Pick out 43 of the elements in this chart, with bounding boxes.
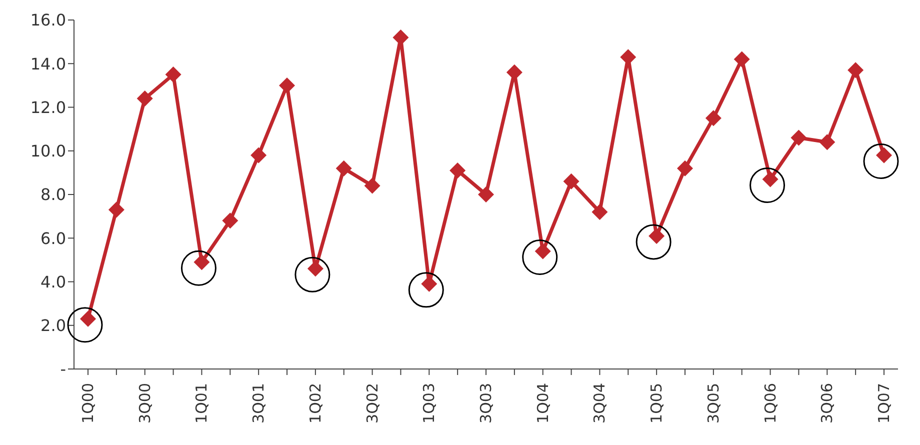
x-tick-label: 3Q03: [477, 383, 495, 424]
x-tick-label: 1Q05: [648, 383, 666, 424]
point: [250, 147, 267, 164]
x-tick-label: 1Q07: [875, 383, 893, 424]
point: [392, 29, 409, 46]
point: [364, 178, 380, 194]
y-tick-label: 12.0: [30, 98, 66, 117]
y-tick-label: 8.0: [40, 185, 66, 204]
x-tick-label: 3Q06: [818, 383, 836, 424]
point: [136, 90, 153, 107]
x-tick-label: 3Q05: [704, 383, 722, 424]
y-tick-label: 16.0: [30, 10, 66, 30]
y-tick-label: 14.0: [30, 54, 66, 74]
x-tick-label: 3Q02: [363, 383, 382, 424]
x-tick-label: 1Q06: [761, 383, 780, 424]
point: [592, 204, 608, 220]
y-tick-label: 4.0: [40, 272, 66, 292]
point: [450, 162, 466, 179]
point: [108, 202, 124, 218]
x-tick-label: 1Q00: [79, 383, 97, 424]
point: [222, 212, 238, 229]
y-tick-label: -: [60, 360, 66, 379]
point: [848, 62, 864, 78]
x-tick-label: 3Q01: [250, 383, 268, 424]
point: [705, 110, 722, 126]
point: [790, 130, 807, 146]
point: [478, 186, 494, 202]
point: [819, 134, 836, 150]
x-tick-label: 1Q02: [306, 383, 324, 424]
point: [279, 77, 295, 94]
y-tick-label: 10.0: [30, 142, 66, 161]
y-tick-label: 2.0: [40, 316, 66, 336]
x-tick-label: 1Q01: [192, 383, 211, 424]
x-tick-label: 1Q03: [420, 383, 438, 424]
x-tick-label: 3Q04: [590, 383, 609, 424]
point: [563, 173, 580, 190]
point: [165, 66, 182, 83]
x-tick-label: 1Q04: [534, 383, 552, 424]
y-tick-label: 6.0: [40, 228, 66, 248]
point: [677, 160, 693, 176]
point: [734, 51, 750, 68]
point: [336, 160, 352, 176]
x-tick-label: 3Q00: [136, 383, 154, 424]
